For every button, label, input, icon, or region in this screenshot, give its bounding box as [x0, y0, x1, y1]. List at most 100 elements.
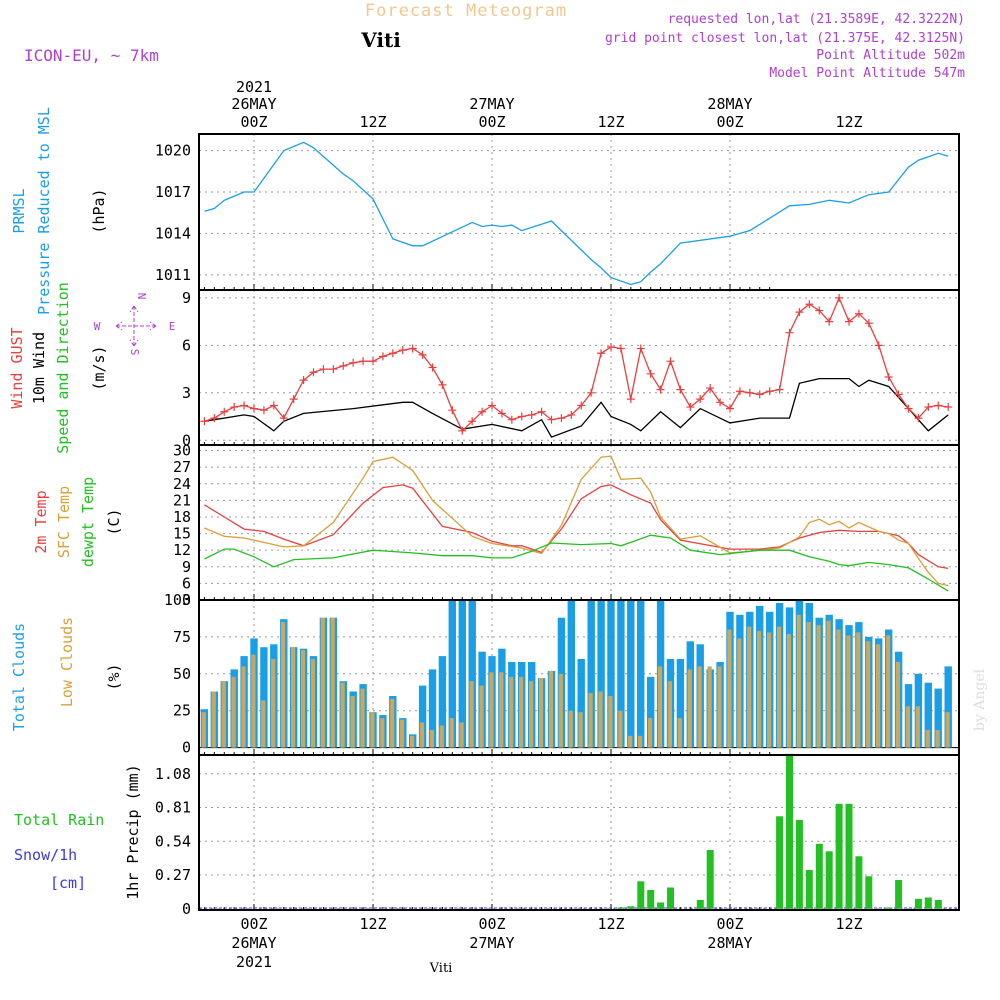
temp-unit: (C): [105, 508, 123, 535]
gust-point-marker: [944, 403, 953, 412]
gust-point-marker: [339, 361, 348, 370]
compass-w-label: W: [94, 320, 101, 333]
gust-point-marker: [468, 417, 477, 426]
gust-point-marker: [735, 387, 744, 396]
low-clouds-bar: [410, 735, 415, 748]
rain-bar: [627, 906, 635, 909]
tick-labels-layer: 1011101410171020036936912151821242730025…: [155, 142, 191, 918]
gust-point-marker: [220, 407, 229, 416]
watermark: by Angel: [972, 668, 988, 731]
y-tick-label: 30: [173, 442, 191, 460]
low-clouds-bar: [281, 622, 286, 748]
info-line-4: Model Point Altitude 547m: [769, 66, 965, 81]
low-clouds-bar: [786, 634, 791, 748]
gust-point-marker: [279, 414, 288, 423]
low-clouds-bar: [519, 676, 524, 748]
gust-point-marker: [666, 357, 675, 366]
rain-bar: [825, 851, 833, 909]
gust-point-marker: [785, 328, 794, 337]
rain-bar: [617, 907, 625, 909]
gust-point-marker: [745, 388, 754, 397]
gust-point-marker: [646, 369, 655, 378]
top-hour-label-3: 00Z: [478, 113, 505, 131]
low-clouds-bar: [400, 719, 405, 748]
gust-point-marker: [676, 385, 685, 394]
y-tick-label: 21: [173, 491, 191, 509]
tsfc-label: SFC Temp: [55, 486, 73, 558]
info-line-2: grid point closest lon,lat (21.375E, 42.…: [605, 31, 965, 46]
data-layer: [200, 141, 953, 909]
low-clouds-bar: [568, 710, 573, 748]
low-clouds-bar: [767, 632, 772, 748]
gust-point-marker: [517, 412, 526, 421]
total-clouds-bar: [577, 659, 585, 748]
y-tick-label: 75: [173, 628, 191, 646]
low-clouds-bar: [648, 718, 653, 748]
low-clouds-bar: [608, 696, 613, 748]
compass-e-label: E: [169, 320, 176, 333]
y-tick-label: 27: [173, 458, 191, 476]
gust-label: Wind GUST: [8, 327, 26, 408]
total-clouds-bar: [468, 600, 476, 748]
total-clouds-bar: [438, 656, 447, 748]
gust-point-marker: [319, 365, 328, 374]
low-clouds-bar: [231, 676, 236, 748]
rain-label: Total Rain: [14, 811, 104, 829]
low-clouds-bar: [509, 676, 514, 748]
gust-point-marker: [835, 293, 844, 302]
gust-point-marker: [547, 415, 556, 424]
gust-point-marker: [854, 309, 863, 318]
bottom-hour-label-4: 12Z: [597, 915, 624, 933]
gust-point-marker: [706, 384, 715, 393]
low-clouds-bar: [201, 712, 206, 748]
gust-point-marker: [398, 346, 407, 355]
total-clouds-bar: [448, 600, 456, 748]
low-clouds-bar: [271, 659, 276, 748]
rain-bar: [924, 897, 932, 909]
gust-point-marker: [230, 403, 239, 412]
total-clouds-bar: [418, 685, 427, 748]
low-clouds-bar: [707, 666, 712, 748]
top-hour-label-1: 00Z: [240, 113, 267, 131]
low-clouds-bar: [876, 644, 881, 748]
total-clouds-label: Total Clouds: [10, 623, 28, 731]
low-clouds-bar: [776, 626, 782, 748]
top-hour-label-4: 12Z: [597, 113, 624, 131]
y-tick-label: 1020: [155, 142, 191, 160]
rain-bar: [845, 803, 853, 909]
y-tick-label: 3: [182, 591, 191, 609]
gust-point-marker: [914, 414, 923, 423]
bottom-hour-label-2: 12Z: [359, 915, 386, 933]
rain-bar: [637, 881, 645, 909]
y-tick-label: 0.54: [155, 832, 191, 850]
low-clouds-bar: [628, 735, 633, 748]
gust-point-marker: [795, 308, 804, 317]
low-clouds-bar: [330, 617, 335, 748]
gust-point-marker: [378, 352, 387, 361]
top-day-label-2: 27MAY: [469, 95, 514, 113]
gust-point-marker: [527, 410, 536, 419]
rain-bar: [885, 907, 893, 909]
low-clouds-bar: [419, 722, 425, 748]
gust-point-marker: [428, 363, 437, 372]
bottom-year-label: 2021: [236, 953, 272, 971]
gust-series-line: [204, 296, 949, 432]
gust-point-marker: [775, 385, 784, 394]
rain-bar: [855, 856, 863, 909]
rain-bar: [815, 843, 823, 909]
rain-bar: [865, 876, 873, 909]
compass-cross-icon: [115, 305, 157, 347]
snow-unit: [cm]: [50, 874, 86, 892]
low-clouds-bar: [439, 725, 444, 748]
low-clouds-bar: [618, 710, 623, 748]
total-clouds-bar: [597, 600, 605, 748]
low-clouds-bar: [677, 718, 682, 748]
gust-point-marker: [259, 406, 268, 415]
low-clouds-bar: [925, 729, 930, 748]
low-clouds-bar: [370, 712, 375, 748]
low-clouds-bar: [588, 693, 593, 748]
compass-s-label: S: [128, 349, 141, 356]
low-clouds-bar: [796, 614, 801, 748]
y-tick-label: 1014: [155, 224, 191, 242]
total-clouds-bar: [617, 600, 625, 748]
